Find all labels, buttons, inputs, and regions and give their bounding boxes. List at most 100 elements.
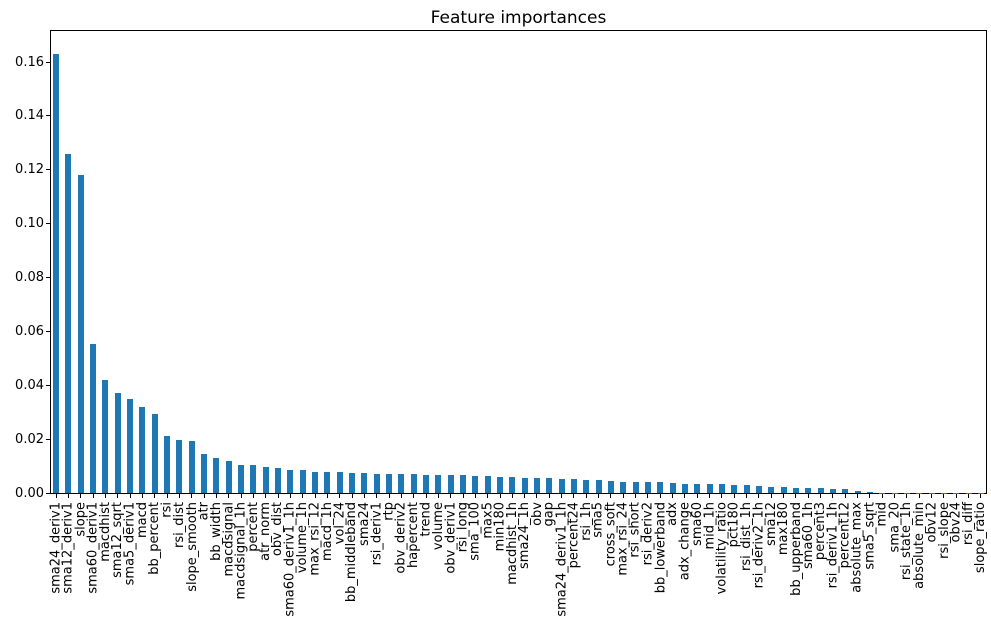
bar [521,477,528,494]
x-tick [906,494,908,498]
bar [743,485,750,494]
y-tick [46,385,50,387]
y-tick-label: 0.06 [15,324,44,340]
x-tick [931,494,933,498]
x-tick [918,494,920,498]
x-tick [376,494,378,498]
bar [509,477,516,494]
y-tick-label: 0.16 [15,54,44,70]
bar [718,484,725,494]
y-tick-label: 0.14 [15,108,44,124]
y-tick [46,61,50,63]
x-tick [783,494,785,498]
x-tick [610,494,612,498]
x-tick [709,494,711,498]
x-tick [857,494,859,498]
x-tick [955,494,957,498]
bar [669,483,676,494]
y-tick [46,493,50,494]
bar [361,473,368,494]
bar [854,490,861,494]
bar [164,436,171,494]
x-tick [400,494,402,498]
x-tick [240,494,242,498]
bar [398,474,405,494]
bar [336,472,343,494]
x-tick [166,494,168,498]
bar [792,487,799,494]
y-tick-label: 0.12 [15,162,44,178]
x-tick [339,494,341,498]
x-tick [265,494,267,498]
bar [53,53,60,494]
bar [497,476,503,494]
y-tick [46,439,50,441]
bar [842,489,849,494]
x-tick [770,494,772,498]
x-tick [881,494,883,498]
x-tick [450,494,452,498]
x-tick [215,494,217,498]
x-tick [832,494,834,498]
bar [632,481,639,494]
y-tick [46,331,50,333]
x-tick [635,494,637,498]
x-tick [968,494,969,498]
x-tick [672,494,674,498]
x-tick [844,494,846,498]
x-tick [178,494,180,498]
bar [151,414,158,494]
x-tick [55,494,57,498]
bar [447,475,454,494]
x-tick [524,494,526,498]
bar [386,474,393,494]
bar [349,472,356,494]
x-tick [104,494,106,498]
bar [65,153,72,494]
x-tick [733,494,735,498]
y-tick-label: 0.02 [15,432,44,448]
y-tick-label: 0.04 [15,378,44,394]
bar [891,492,898,494]
x-tick [807,494,809,498]
bar [201,454,208,494]
x-tick [363,494,365,498]
bar [768,486,775,494]
y-tick-label: 0.10 [15,216,44,232]
x-tick [302,494,304,498]
x-tick [191,494,193,498]
bar [114,393,121,494]
y-tick [46,115,50,117]
bar [275,468,282,494]
x-tick [585,494,587,498]
bar [139,406,146,494]
bar [731,484,738,494]
x-tick [980,494,982,498]
bar [595,480,602,494]
bar [533,477,540,494]
bar [238,464,245,494]
bar [484,475,491,494]
bar [681,483,688,494]
x-tick [548,494,550,498]
x-tick [141,494,143,498]
x-tick [228,494,230,498]
x-tick [684,494,686,498]
x-tick [462,494,464,498]
x-tick [117,494,119,498]
y-tick [46,223,50,225]
x-tick [154,494,156,498]
x-tick [437,494,439,498]
y-tick-label: 0.08 [15,270,44,286]
x-tick [425,494,427,498]
x-tick [413,494,415,498]
bar [706,484,713,494]
x-tick [80,494,82,498]
bar [879,492,886,494]
bar [373,473,380,494]
y-tick [46,169,50,171]
x-tick [536,494,538,498]
bar [644,482,651,494]
x-tick [499,494,501,498]
